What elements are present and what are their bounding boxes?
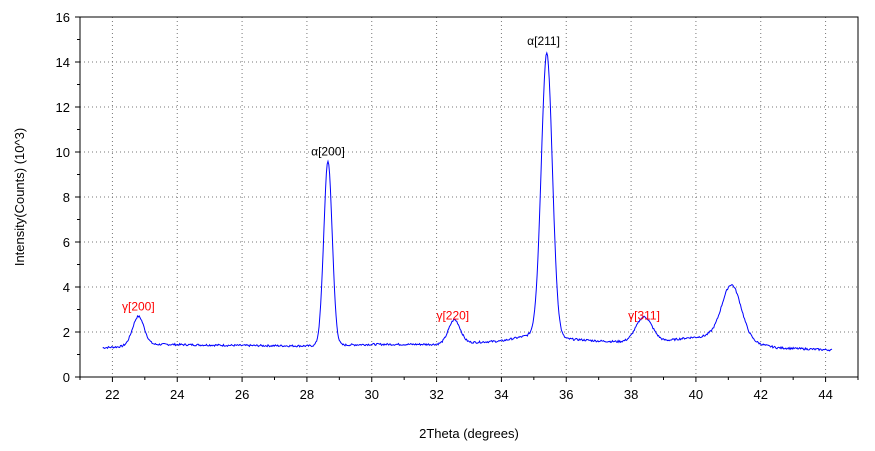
y-axis-title: Intensity(Counts) (10^3) xyxy=(12,128,27,266)
y-tick-label: 12 xyxy=(56,100,70,115)
peak-label: γ[200] xyxy=(122,300,155,314)
y-tick-label: 0 xyxy=(63,370,70,385)
x-axis-title: 2Theta (degrees) xyxy=(419,426,519,441)
y-tick-label: 6 xyxy=(63,235,70,250)
x-tick-label: 28 xyxy=(300,387,314,402)
peak-annotations: γ[200] α[200] γ[220] α[211] γ[311] xyxy=(122,34,660,323)
y-tick-label: 8 xyxy=(63,190,70,205)
x-tick-label: 44 xyxy=(818,387,832,402)
x-tick-label: 30 xyxy=(365,387,379,402)
peak-label: γ[220] xyxy=(436,309,469,323)
peak-label: α[200] xyxy=(311,144,345,158)
grid xyxy=(80,17,858,377)
y-tick-label: 4 xyxy=(63,280,70,295)
x-tick-label: 36 xyxy=(559,387,573,402)
peak-label: γ[311] xyxy=(628,309,660,323)
x-tick-label: 24 xyxy=(170,387,184,402)
y-tick-label: 16 xyxy=(56,10,70,25)
x-tick-label: 22 xyxy=(105,387,119,402)
plot-frame xyxy=(79,16,859,378)
y-ticks: 0 2 4 6 8 10 12 14 16 xyxy=(56,10,80,385)
x-tick-label: 40 xyxy=(689,387,703,402)
x-tick-label: 42 xyxy=(754,387,768,402)
intensity-series-line xyxy=(102,51,833,352)
x-tick-label: 32 xyxy=(429,387,443,402)
x-tick-label: 38 xyxy=(624,387,638,402)
x-tick-label: 26 xyxy=(235,387,249,402)
y-tick-label: 2 xyxy=(63,325,70,340)
x-tick-label: 34 xyxy=(494,387,508,402)
y-tick-label: 14 xyxy=(56,55,70,70)
peak-label: α[211] xyxy=(527,34,560,48)
y-tick-label: 10 xyxy=(56,145,70,160)
x-ticks: 22 24 26 28 30 32 34 36 38 40 42 44 xyxy=(79,377,859,402)
